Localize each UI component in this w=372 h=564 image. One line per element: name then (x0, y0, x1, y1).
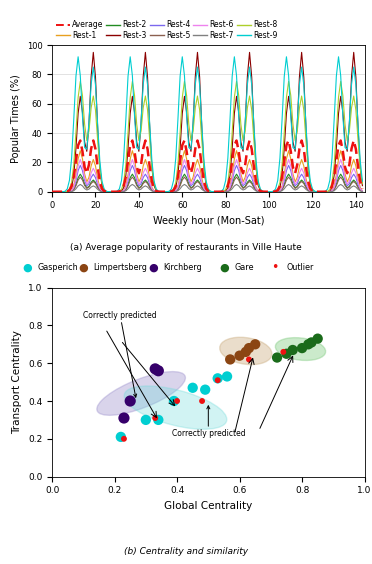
Text: ●: ● (78, 263, 88, 273)
Point (121, 413, 127, 422)
Ellipse shape (97, 372, 185, 415)
Point (243, 347, 249, 356)
Legend: Average, Rest-1, Rest-2, Rest-3, Rest-4, Rest-5, Rest-6, Rest-7, Rest-8, Rest-9: Average, Rest-1, Rest-2, Rest-3, Rest-4,… (56, 20, 277, 40)
Point (118, 433, 124, 442)
X-axis label: Weekly hour (Mon-Sat): Weekly hour (Mon-Sat) (153, 216, 264, 226)
Point (121, 434, 127, 443)
Point (315, 334, 321, 343)
Text: ●: ● (219, 263, 229, 273)
Text: (a) Average popularity of restaurants in Ville Haute: (a) Average popularity of restaurants in… (70, 243, 302, 252)
Point (246, 355, 252, 364)
Point (224, 372, 230, 381)
Point (215, 376, 221, 385)
Point (199, 396, 205, 406)
Y-axis label: Popular Times (%): Popular Times (%) (11, 74, 21, 163)
Point (308, 338, 314, 347)
Point (171, 396, 177, 406)
Point (155, 416, 161, 425)
Point (237, 351, 243, 360)
Text: ●: ● (149, 263, 158, 273)
Ellipse shape (275, 338, 326, 360)
Text: Gare: Gare (234, 263, 254, 272)
Ellipse shape (220, 337, 272, 364)
X-axis label: Global Centrality: Global Centrality (164, 501, 253, 511)
Point (152, 364, 158, 373)
Point (215, 374, 221, 383)
Point (299, 343, 305, 352)
Text: Limpertsberg: Limpertsberg (93, 263, 147, 272)
Point (280, 347, 286, 356)
Text: Kirchberg: Kirchberg (164, 263, 202, 272)
Point (174, 396, 180, 406)
Point (305, 340, 311, 349)
Y-axis label: Transport Centrality: Transport Centrality (12, 330, 22, 434)
Point (252, 340, 258, 349)
Point (246, 343, 252, 352)
Text: (b) Centrality and similarity: (b) Centrality and similarity (124, 547, 248, 556)
Text: Correctly predicted: Correctly predicted (171, 406, 245, 438)
Text: Correctly predicted: Correctly predicted (83, 311, 157, 397)
Point (283, 349, 289, 358)
Point (127, 396, 133, 406)
Point (155, 366, 161, 375)
Point (143, 416, 149, 425)
Text: •: • (272, 261, 279, 275)
Point (290, 346, 296, 355)
Text: Gasperich: Gasperich (37, 263, 78, 272)
Point (202, 385, 208, 394)
Point (227, 355, 233, 364)
Point (274, 353, 280, 362)
Text: ●: ● (22, 263, 32, 273)
Point (190, 384, 196, 393)
Text: Outlier: Outlier (286, 263, 314, 272)
Point (152, 413, 158, 422)
Ellipse shape (124, 386, 227, 429)
